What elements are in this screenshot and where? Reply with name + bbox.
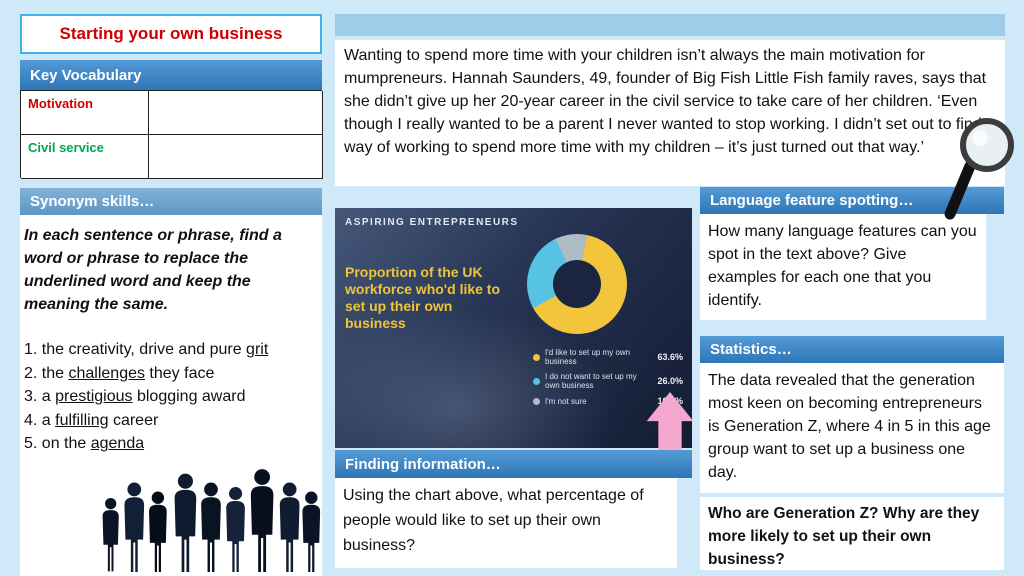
statistics-header-label: Statistics…: [710, 341, 792, 358]
slide-title-box: Starting your own business: [20, 14, 322, 54]
synonym-instructions: In each sentence or phrase, find a word …: [24, 227, 282, 313]
statistics-header: Statistics…: [700, 336, 1004, 363]
synonym-item: 3. a prestigious blogging award: [24, 385, 320, 409]
synonym-item-underlined-word: prestigious: [55, 388, 133, 405]
infographic-kicker: ASPIRING ENTREPRENEURS: [345, 217, 519, 228]
vocab-table: Motivation Civil service: [20, 90, 323, 179]
legend-item: I'd like to set up my own business 63.6%: [533, 348, 683, 366]
vocab-definition-motivation[interactable]: [149, 91, 323, 135]
magnifying-glass-icon: [944, 118, 1014, 220]
up-arrow-icon: [646, 392, 694, 462]
synonym-item-text: 4. a: [24, 411, 56, 429]
synonym-item-text: blogging award: [132, 388, 246, 405]
business-people-silhouettes: [102, 469, 321, 573]
finding-information-question: Using the chart above, what percentage o…: [335, 478, 677, 568]
synonym-item-underlined-word: fulfilling: [55, 411, 109, 429]
synonym-item-text: they face: [144, 364, 215, 382]
legend-label: I'd like to set up my own business: [545, 348, 631, 366]
synonym-item-text: 2. the: [24, 364, 69, 382]
top-banner: [335, 14, 1005, 36]
legend-label: I do not want to set up my own business: [545, 372, 637, 390]
vocab-term-civil-service: Civil service: [21, 135, 149, 179]
synonym-item-text: 5. on the: [24, 435, 91, 452]
synonym-item-underlined-word: agenda: [90, 435, 145, 452]
synonym-item-text: career: [108, 411, 159, 429]
donut-chart: [527, 234, 627, 334]
legend-dot: [533, 377, 540, 385]
synonym-item-underlined-word: challenges: [68, 364, 145, 382]
synonym-item-text: 1. the creativity, drive and pure: [24, 341, 247, 358]
synonym-item: 1. the creativity, drive and pure grit: [24, 338, 320, 362]
generation-z-question: Who are Generation Z? Why are they more …: [700, 497, 1004, 570]
finding-information-header-label: Finding information…: [345, 455, 501, 473]
legend-dot: [533, 353, 540, 361]
synonym-list: 1. the creativity, drive and pure grit 2…: [24, 338, 320, 456]
vocab-definition-civil-service[interactable]: [149, 135, 323, 179]
synonym-skills-header: Synonym skills…: [20, 188, 322, 215]
synonym-item: 2. the challenges they face: [24, 362, 320, 386]
key-vocabulary-header: Key Vocabulary: [20, 60, 322, 90]
legend-dot: [533, 397, 540, 405]
entrepreneurs-infographic: ASPIRING ENTREPRENEURS Proportion of the…: [335, 208, 692, 448]
synonym-item: 4. a fulfilling career: [24, 409, 320, 433]
legend-item: I do not want to set up my own business …: [533, 372, 683, 390]
statistics-text: The data revealed that the generation mo…: [700, 363, 1004, 493]
article-text: Wanting to spend more time with your chi…: [335, 40, 1005, 186]
language-feature-text: How many language features can you spot …: [700, 214, 986, 320]
legend-value: 63.6%: [657, 352, 683, 362]
donut-hole: [553, 260, 601, 308]
key-vocabulary-header-label: Key Vocabulary: [30, 66, 142, 84]
finding-information-header: Finding information…: [335, 450, 692, 478]
vocab-term-motivation: Motivation: [21, 91, 149, 135]
legend-value: 26.0%: [657, 376, 683, 386]
synonym-skills-header-label: Synonym skills…: [30, 193, 155, 210]
infographic-title: Proportion of the UK workforce who'd lik…: [345, 264, 501, 331]
synonym-item-underlined-word: grit: [246, 341, 269, 358]
legend-label: I'm not sure: [545, 396, 587, 406]
language-feature-header-label: Language feature spotting…: [710, 192, 914, 209]
synonym-item: 5. on the agenda: [24, 432, 320, 456]
synonym-item-text: 3. a: [24, 388, 56, 405]
slide-title: Starting your own business: [59, 24, 283, 43]
